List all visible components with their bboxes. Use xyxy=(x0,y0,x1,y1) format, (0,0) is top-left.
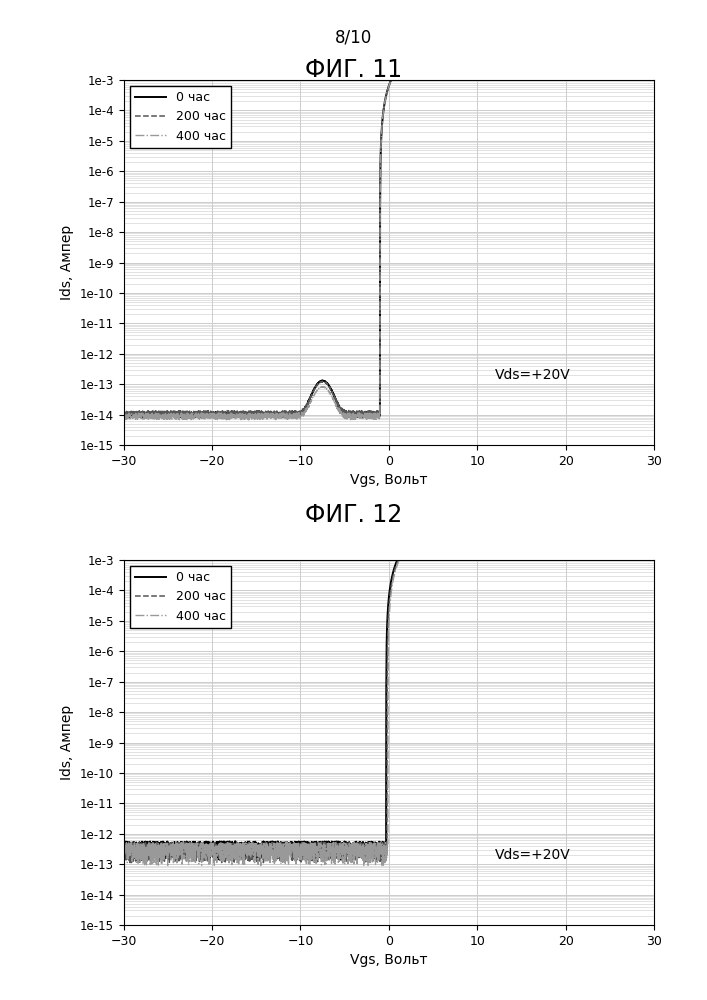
400 час xyxy=(323,384,332,396)
400 час xyxy=(346,847,354,859)
400 час xyxy=(583,502,591,514)
400 час xyxy=(119,838,128,850)
400 час xyxy=(583,19,591,31)
0 час xyxy=(583,19,591,31)
Text: ФИГ. 11: ФИГ. 11 xyxy=(305,58,402,82)
200 час xyxy=(119,849,128,861)
Line: 400 час: 400 час xyxy=(124,507,654,866)
0 час xyxy=(346,842,354,854)
200 час xyxy=(323,853,332,865)
400 час xyxy=(323,842,332,854)
200 час xyxy=(583,501,591,513)
400 час xyxy=(211,411,220,423)
Line: 400 час: 400 час xyxy=(124,24,654,420)
Legend: 0 час, 200 час, 400 час: 0 час, 200 час, 400 час xyxy=(130,566,231,628)
Line: 0 час: 0 час xyxy=(124,24,654,418)
Text: Vds=+20V: Vds=+20V xyxy=(495,848,571,862)
200 час xyxy=(211,408,220,420)
0 час xyxy=(337,854,345,866)
0 час xyxy=(211,843,220,855)
0 час xyxy=(180,407,189,419)
200 час xyxy=(211,837,220,849)
200 час xyxy=(639,18,648,30)
0 час xyxy=(120,412,129,424)
Text: ФИГ. 12: ФИГ. 12 xyxy=(305,503,402,527)
400 час xyxy=(180,840,189,852)
400 час xyxy=(211,845,220,857)
400 час xyxy=(639,501,648,513)
400 час xyxy=(650,18,658,30)
0 час xyxy=(583,501,591,513)
X-axis label: Vgs, Вольт: Vgs, Вольт xyxy=(350,953,428,967)
200 час xyxy=(583,19,591,31)
0 час xyxy=(119,409,128,421)
Text: Vds=+20V: Vds=+20V xyxy=(495,368,571,382)
200 час xyxy=(346,853,354,865)
200 час xyxy=(346,410,354,422)
Y-axis label: Ids, Ампер: Ids, Ампер xyxy=(60,225,74,300)
0 час xyxy=(323,377,332,389)
Y-axis label: Ids, Ампер: Ids, Ампер xyxy=(60,705,74,780)
0 час xyxy=(639,18,648,30)
0 час xyxy=(650,500,658,512)
Line: 200 час: 200 час xyxy=(124,506,654,863)
0 час xyxy=(211,408,220,420)
0 час xyxy=(650,18,658,30)
Line: 200 час: 200 час xyxy=(124,24,654,417)
0 час xyxy=(323,842,332,854)
200 час xyxy=(273,411,281,423)
200 час xyxy=(160,857,169,869)
Legend: 0 час, 200 час, 400 час: 0 час, 200 час, 400 час xyxy=(130,86,231,148)
X-axis label: Vgs, Вольт: Vgs, Вольт xyxy=(350,473,428,487)
400 час xyxy=(650,501,658,513)
400 час xyxy=(346,410,354,422)
400 час xyxy=(257,860,265,872)
200 час xyxy=(639,501,648,513)
400 час xyxy=(180,409,189,421)
0 час xyxy=(346,408,354,420)
0 час xyxy=(119,836,128,848)
400 час xyxy=(119,410,128,422)
0 час xyxy=(639,500,648,512)
200 час xyxy=(323,378,332,390)
0 час xyxy=(180,846,189,858)
Line: 0 час: 0 час xyxy=(124,506,654,860)
200 час xyxy=(650,500,658,512)
200 час xyxy=(650,18,658,30)
200 час xyxy=(180,849,189,861)
200 час xyxy=(180,409,189,421)
Text: 8/10: 8/10 xyxy=(335,28,372,46)
400 час xyxy=(158,414,167,426)
400 час xyxy=(639,18,648,30)
200 час xyxy=(119,408,128,420)
